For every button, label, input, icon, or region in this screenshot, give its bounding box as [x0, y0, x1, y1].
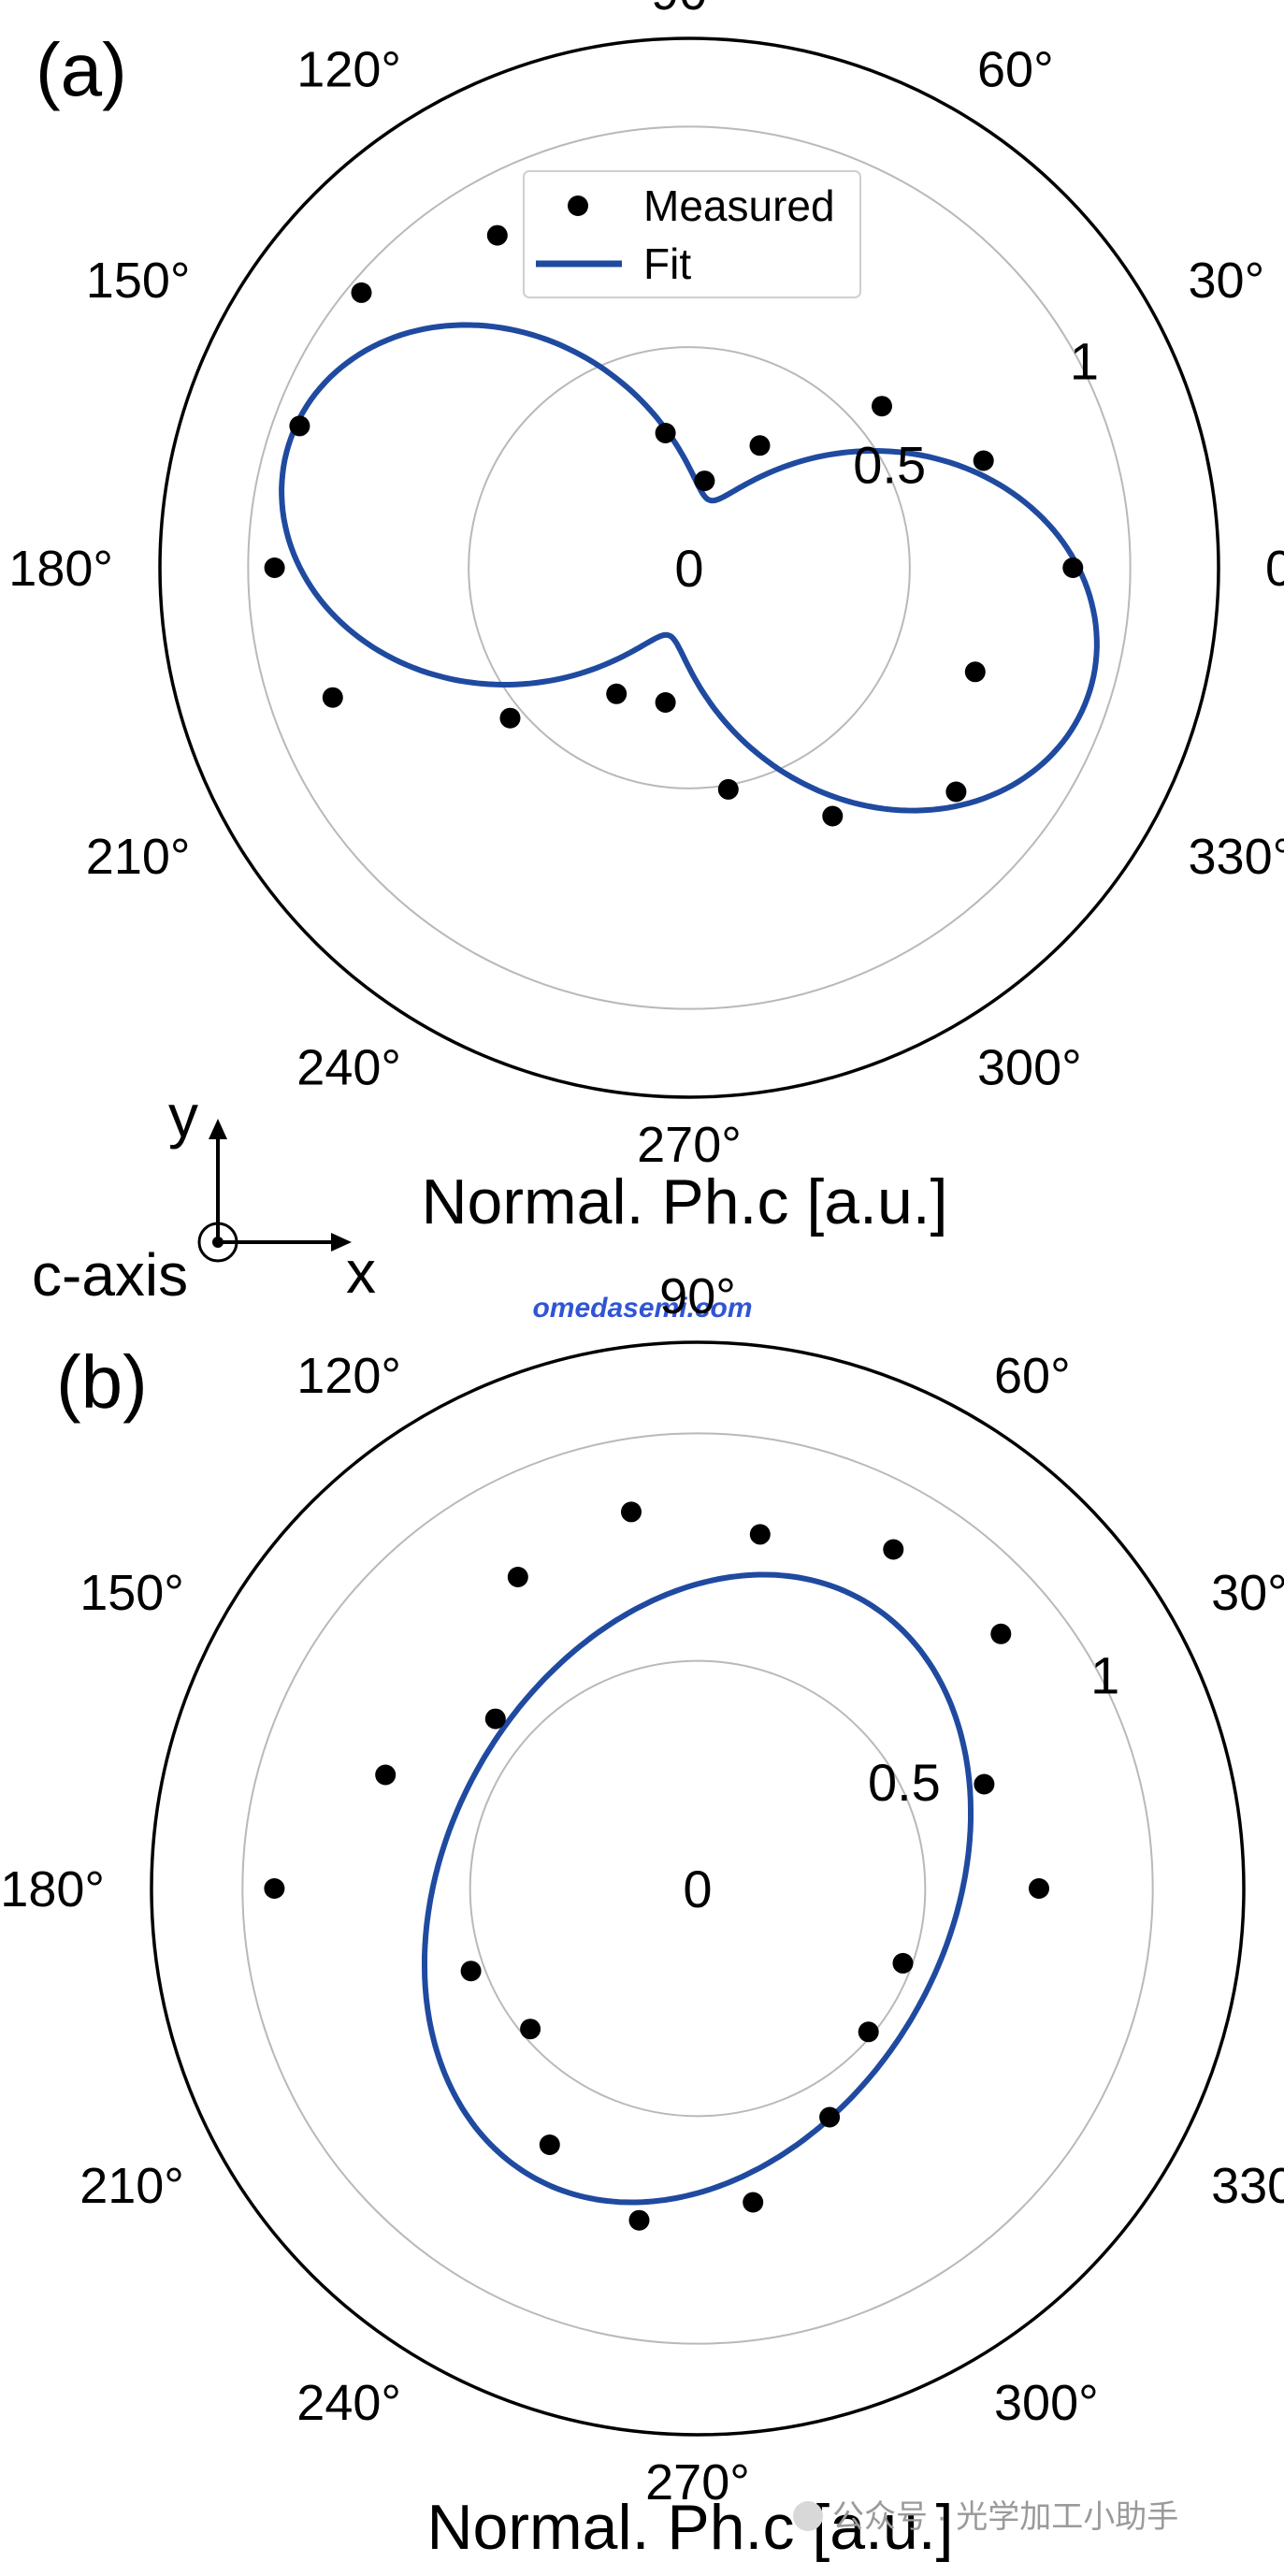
measured-point-200	[323, 687, 343, 708]
measured-point-280	[743, 2192, 763, 2213]
measured-point-60	[750, 435, 771, 456]
measured-point-200	[461, 1961, 482, 1981]
measured-point-0	[1029, 1878, 1049, 1899]
measured-point-280	[718, 779, 739, 800]
radial-tick-0_5: 0.5	[853, 435, 926, 494]
measured-point-40	[872, 396, 892, 416]
angle-tick-180: 180°	[8, 541, 113, 597]
angle-tick-330: 330°	[1189, 829, 1284, 885]
measured-point-160	[375, 1765, 396, 1786]
radial-tick-0_5: 0.5	[868, 1753, 941, 1812]
measured-point-320	[858, 2021, 879, 2042]
angle-tick-150: 150°	[86, 253, 191, 309]
panel-a-legend: Measured Fit	[524, 171, 860, 297]
panel-a-xlabel: Normal. Ph.c [a.u.]	[421, 1166, 947, 1237]
angle-tick-0: 0°	[1265, 541, 1284, 597]
measured-point-80	[694, 470, 714, 491]
angle-tick-210: 210°	[79, 2158, 184, 2214]
radial-tick-0: 0	[683, 1860, 712, 1918]
measured-point-320	[945, 782, 966, 803]
measured-point-20	[974, 1774, 994, 1795]
measured-point-260	[629, 2210, 650, 2231]
angle-tick-60: 60°	[977, 42, 1054, 98]
angle-tick-30: 30°	[1189, 253, 1265, 309]
measured-point-340	[893, 1953, 914, 1974]
panel-b-label: (b)	[56, 1340, 148, 1424]
angle-tick-240: 240°	[296, 1040, 401, 1096]
angle-tick-330: 330°	[1211, 2158, 1284, 2214]
angle-tick-90: 90°	[651, 0, 728, 21]
measured-point-0	[1062, 557, 1083, 578]
angle-tick-120: 120°	[296, 42, 401, 98]
measured-point-220	[520, 2019, 541, 2039]
wechat-watermark: 公众号 · 光学加工小助手	[793, 2499, 1178, 2535]
c-axis-dot-icon	[212, 1237, 224, 1248]
measured-point-140	[485, 1709, 506, 1729]
angle-tick-300: 300°	[977, 1040, 1082, 1096]
measured-point-240	[540, 2135, 560, 2155]
radial-tick-1: 1	[1090, 1646, 1119, 1705]
measured-point-80	[750, 1524, 771, 1544]
angle-tick-150: 150°	[79, 1565, 184, 1621]
measured-point-40	[990, 1624, 1011, 1644]
measured-point-180	[264, 1878, 284, 1899]
angle-tick-210: 210°	[86, 829, 191, 885]
angle-tick-240: 240°	[296, 2375, 401, 2431]
angle-tick-180: 180°	[0, 1861, 105, 1918]
inset-c-axis-label: c-axis	[32, 1241, 188, 1309]
panel-a-label: (a)	[36, 28, 127, 111]
legend-measured-marker	[568, 195, 588, 216]
measured-point-300	[819, 2107, 840, 2128]
measured-point-300	[822, 806, 843, 827]
angle-tick-30: 30°	[1211, 1565, 1284, 1621]
measured-point-100	[656, 423, 676, 443]
angle-tick-60: 60°	[994, 1348, 1071, 1404]
radial-tick-0: 0	[674, 539, 703, 598]
measured-point-240	[606, 684, 627, 704]
measured-point-160	[289, 415, 310, 436]
legend-fit-label: Fit	[643, 239, 691, 288]
measured-point-120	[487, 225, 508, 246]
angle-tick-90: 90°	[659, 1268, 736, 1324]
measured-point-220	[500, 708, 521, 729]
wechat-text: 公众号 · 光学加工小助手	[832, 2499, 1178, 2535]
measured-point-60	[883, 1540, 903, 1560]
measured-point-120	[508, 1567, 528, 1587]
inset-x-label: x	[346, 1238, 376, 1306]
angle-tick-270: 270°	[637, 1117, 742, 1173]
wechat-logo-icon	[793, 2501, 823, 2531]
measured-point-20	[974, 451, 994, 471]
measured-point-100	[621, 1501, 642, 1522]
angle-tick-120: 120°	[296, 1348, 401, 1404]
measured-point-340	[965, 661, 986, 682]
angle-tick-300: 300°	[994, 2375, 1099, 2431]
measured-point-260	[656, 692, 676, 713]
radial-tick-1: 1	[1070, 332, 1099, 391]
legend-measured-label: Measured	[643, 181, 835, 230]
measured-point-180	[265, 557, 285, 578]
inset-y-label: y	[168, 1082, 198, 1150]
measured-point-140	[352, 282, 372, 303]
